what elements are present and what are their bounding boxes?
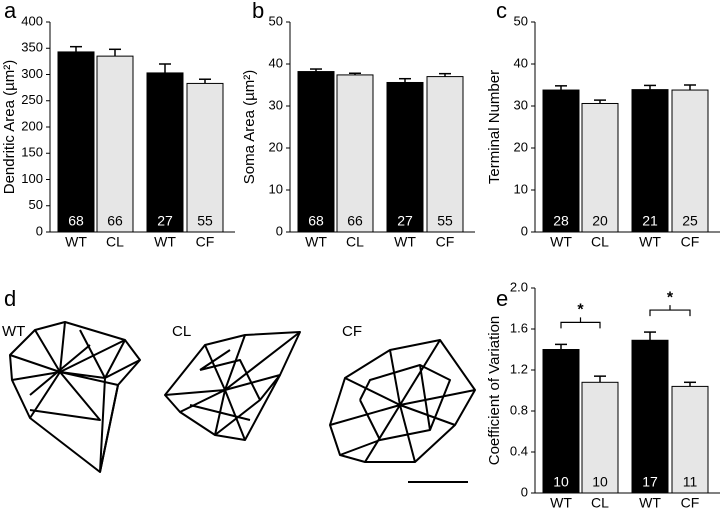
y-tick-label: 1.2 xyxy=(510,361,528,376)
x-tick-label: CL xyxy=(591,495,609,510)
mesh-label: CF xyxy=(342,323,362,340)
x-tick-label: WT xyxy=(394,234,416,250)
y-tick-label: 0 xyxy=(276,223,283,238)
y-axis-label: Soma Area (µm²) xyxy=(241,70,258,185)
y-tick-label: 400 xyxy=(21,13,43,28)
y-tick-label: 50 xyxy=(29,197,43,212)
y-tick-label: 20 xyxy=(269,139,283,154)
x-tick-label: CF xyxy=(681,234,700,250)
y-tick-label: 40 xyxy=(269,55,283,70)
mesh-wt xyxy=(9,321,141,473)
n-label: 28 xyxy=(553,213,569,229)
n-label: 55 xyxy=(437,213,453,229)
bar xyxy=(146,72,184,233)
n-label: 17 xyxy=(642,474,658,490)
bar xyxy=(186,82,224,233)
bar xyxy=(542,89,580,233)
bar xyxy=(542,349,580,494)
n-label: 68 xyxy=(308,213,324,229)
panel-label: c xyxy=(496,0,507,23)
y-tick-label: 0.8 xyxy=(510,402,528,417)
significance-bracket xyxy=(560,317,601,329)
n-label: 25 xyxy=(682,213,698,229)
y-tick-label: 10 xyxy=(269,181,283,196)
bar xyxy=(57,51,95,233)
y-tick-label: 40 xyxy=(514,55,528,70)
y-tick-label: 50 xyxy=(514,13,528,28)
y-tick-label: 2.0 xyxy=(510,279,528,294)
n-label: 66 xyxy=(107,213,123,229)
n-label: 20 xyxy=(592,213,608,229)
y-tick-label: 30 xyxy=(514,97,528,112)
n-label: 66 xyxy=(347,213,363,229)
bar xyxy=(297,71,335,233)
bar xyxy=(631,89,669,233)
mesh-cl xyxy=(164,331,301,441)
y-tick-label: 100 xyxy=(21,171,43,186)
n-label: 10 xyxy=(553,474,569,490)
bar xyxy=(631,339,669,494)
y-tick-label: 350 xyxy=(21,40,43,55)
mesh-cf xyxy=(329,339,476,463)
mesh-label: WT xyxy=(2,323,25,340)
n-label: 68 xyxy=(68,213,84,229)
x-tick-label: WT xyxy=(550,495,572,510)
y-tick-label: 0 xyxy=(36,223,43,238)
y-tick-label: 10 xyxy=(514,181,528,196)
panel-label: d xyxy=(4,286,16,311)
y-axis-label: Terminal Number xyxy=(486,70,503,184)
bar xyxy=(426,76,464,233)
n-label: 55 xyxy=(197,213,213,229)
y-tick-label: 30 xyxy=(269,97,283,112)
y-tick-label: 250 xyxy=(21,92,43,107)
x-tick-label: CL xyxy=(106,234,124,250)
y-axis-label: Coefficient of Variation xyxy=(486,316,503,466)
significance-bracket xyxy=(649,305,691,317)
n-label: 10 xyxy=(592,474,608,490)
y-tick-label: 20 xyxy=(514,139,528,154)
n-label: 11 xyxy=(683,474,698,490)
bar xyxy=(671,385,709,494)
n-label: 21 xyxy=(642,213,658,229)
significance-star: * xyxy=(667,289,674,306)
x-tick-label: WT xyxy=(305,234,327,250)
x-tick-label: CF xyxy=(196,234,215,250)
bar xyxy=(671,89,709,233)
significance-star: * xyxy=(577,302,584,319)
y-tick-label: 300 xyxy=(21,66,43,81)
y-tick-label: 200 xyxy=(21,118,43,133)
x-tick-label: CF xyxy=(436,234,455,250)
y-tick-label: 1.6 xyxy=(510,320,528,335)
x-tick-label: WT xyxy=(65,234,87,250)
mesh-label: CL xyxy=(172,323,191,340)
x-tick-label: WT xyxy=(639,495,661,510)
panel-label: a xyxy=(4,0,17,23)
n-label: 27 xyxy=(157,213,173,229)
y-tick-label: 150 xyxy=(21,145,43,160)
n-label: 27 xyxy=(397,213,413,229)
panel-label: e xyxy=(496,286,508,311)
y-tick-label: 0.4 xyxy=(510,443,528,458)
x-tick-label: WT xyxy=(154,234,176,250)
panel-label: b xyxy=(252,0,264,23)
y-tick-label: 50 xyxy=(269,13,283,28)
y-axis-label: Dendritic Area (µm²) xyxy=(1,60,18,195)
x-tick-label: CF xyxy=(681,495,700,510)
x-tick-label: WT xyxy=(639,234,661,250)
x-tick-label: WT xyxy=(550,234,572,250)
x-tick-label: CL xyxy=(591,234,609,250)
y-tick-label: 0 xyxy=(521,484,528,499)
bar xyxy=(386,81,424,233)
x-tick-label: CL xyxy=(346,234,364,250)
bar xyxy=(336,74,374,233)
y-tick-label: 0 xyxy=(521,223,528,238)
bar xyxy=(96,55,134,233)
bar xyxy=(581,381,619,494)
bar xyxy=(581,102,619,233)
